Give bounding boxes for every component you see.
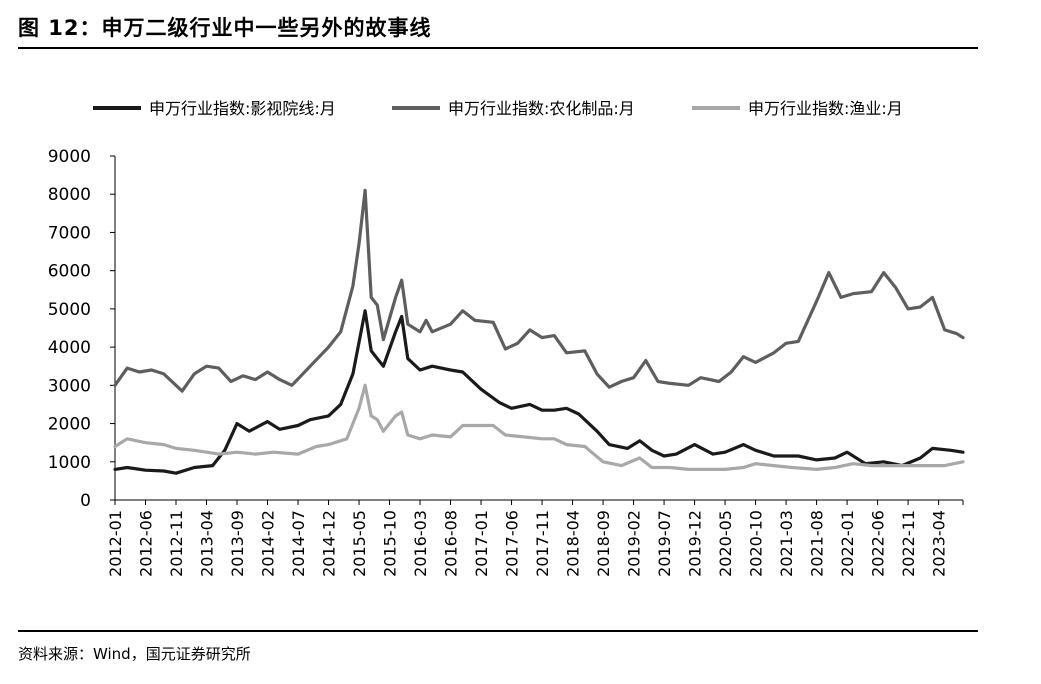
y-tick-label: 0	[80, 491, 91, 511]
x-tick-label: 2022-06	[869, 510, 888, 577]
x-tick-label: 2017-06	[503, 510, 522, 577]
chart-series	[113, 188, 965, 475]
y-tick-label: 7000	[48, 223, 91, 243]
legend-label-2: 申万行业指数:农化制品:月	[448, 99, 635, 118]
x-tick-label: 2023-04	[930, 510, 949, 577]
x-tick-label: 2015-05	[350, 510, 369, 577]
chart-legend: 申万行业指数:影视院线:月 申万行业指数:农化制品:月 申万行业指数:渔业:月	[93, 99, 903, 118]
y-tick-label: 3000	[48, 376, 91, 396]
x-tick-label: 2014-07	[289, 510, 308, 577]
series-line-3	[113, 383, 965, 471]
y-tick-label: 1000	[48, 453, 91, 473]
x-tick-label: 2013-04	[198, 510, 217, 577]
x-tick-label: 2012-11	[167, 510, 186, 577]
x-tick-label: 2018-09	[594, 510, 613, 577]
legend-label-3: 申万行业指数:渔业:月	[748, 99, 903, 118]
x-tick-label: 2021-08	[808, 510, 827, 577]
x-tick-label: 2020-10	[747, 510, 766, 577]
y-tick-label: 8000	[48, 185, 91, 205]
x-tick-label: 2017-01	[472, 510, 491, 577]
title-divider	[18, 47, 978, 49]
x-tick-label: 2014-02	[259, 510, 278, 577]
x-tick-label: 2021-03	[777, 510, 796, 577]
line-chart: 申万行业指数:影视院线:月 申万行业指数:农化制品:月 申万行业指数:渔业:月 0 1…	[48, 99, 965, 577]
source-note: 资料来源：Wind，国元证券研究所	[18, 645, 251, 663]
x-tick-label: 2016-08	[442, 510, 461, 577]
source-divider	[18, 630, 978, 632]
x-tick-label: 2022-01	[838, 510, 857, 577]
y-tick-label: 9000	[48, 147, 91, 167]
x-tick-label: 2019-07	[655, 510, 674, 577]
x-tick-label: 2014-12	[320, 510, 339, 577]
series-line-2	[113, 188, 965, 393]
y-tick-label: 5000	[48, 300, 91, 320]
x-tick-label: 2018-04	[564, 510, 583, 577]
x-tick-label: 2015-10	[381, 510, 400, 577]
x-tick-label: 2012-01	[106, 510, 125, 577]
y-tick-label: 2000	[48, 415, 91, 435]
x-tick-label: 2012-06	[137, 510, 156, 577]
x-tick-label: 2013-09	[228, 510, 247, 577]
figure-title: 图 12：申万二级行业中一些另外的故事线	[18, 16, 432, 40]
series-line-1	[113, 309, 965, 475]
x-tick-label: 2019-02	[625, 510, 644, 577]
y-tick-label: 6000	[48, 262, 91, 282]
x-tick-label: 2022-11	[899, 510, 918, 577]
y-tick-label: 4000	[48, 338, 91, 358]
x-tick-label: 2016-03	[411, 510, 430, 577]
x-tick-label: 2019-12	[686, 510, 705, 577]
x-tick-label: 2017-11	[533, 510, 552, 577]
legend-label-1: 申万行业指数:影视院线:月	[149, 99, 336, 118]
chart-axes: 0 1000 2000 3000 4000 5000 6000 7000 8000 9000 201…	[48, 147, 964, 577]
x-tick-label: 2020-05	[716, 510, 735, 577]
